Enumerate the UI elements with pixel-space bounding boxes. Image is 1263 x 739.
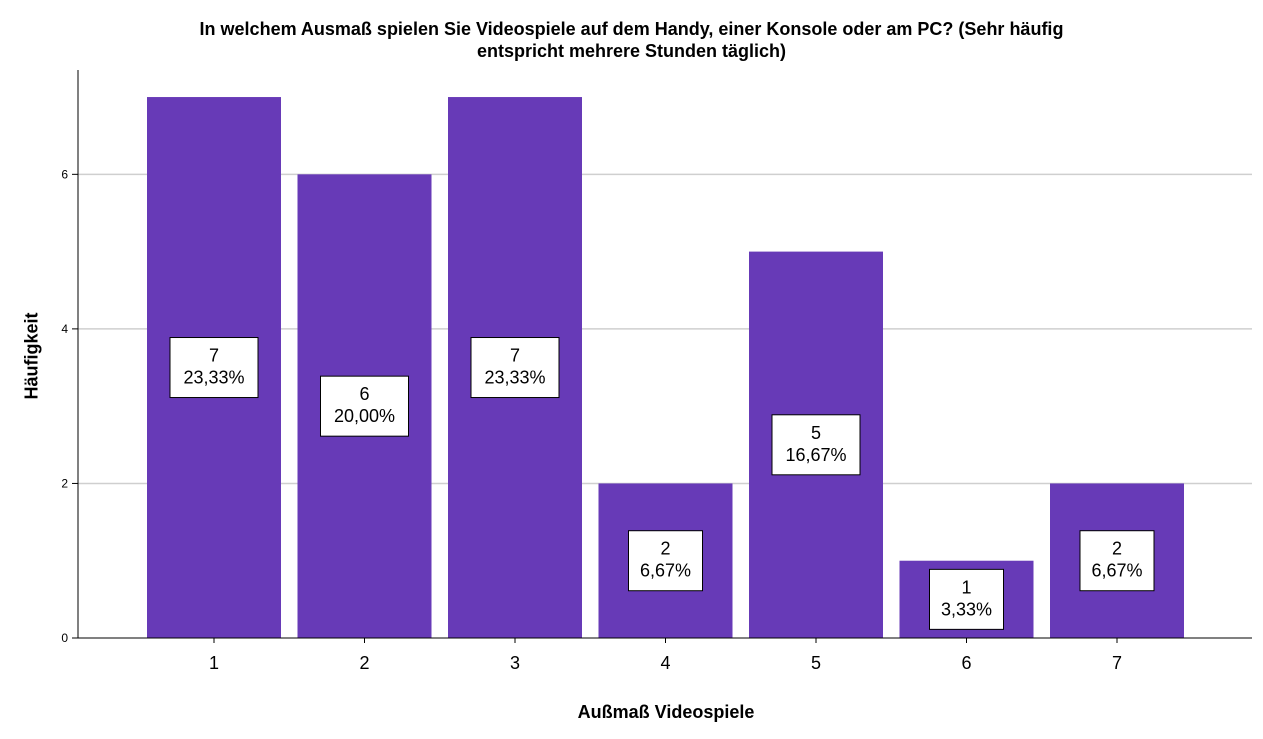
chart-title: In welchem Ausmaß spielen Sie Videospiel… xyxy=(0,18,1263,62)
data-label-percent: 23,33% xyxy=(484,368,545,388)
data-label-count: 1 xyxy=(961,577,971,597)
data-label-count: 2 xyxy=(660,539,670,559)
data-label-percent: 23,33% xyxy=(183,368,244,388)
x-tick-label: 2 xyxy=(359,653,369,673)
data-label-percent: 16,67% xyxy=(785,445,846,465)
x-axis-title: Außmaß Videospiele xyxy=(577,702,755,722)
x-tick-label: 6 xyxy=(961,653,971,673)
data-label-count: 2 xyxy=(1112,539,1122,559)
data-label-box xyxy=(169,337,259,399)
data-label-box xyxy=(628,530,703,592)
data-label-percent: 6,67% xyxy=(1091,561,1142,581)
y-tick-label: 6 xyxy=(61,167,68,181)
data-label-count: 7 xyxy=(209,346,219,366)
chart-title-line-2: entspricht mehrere Stunden täglich) xyxy=(476,41,787,61)
x-tick-label: 3 xyxy=(510,653,520,673)
data-label-count: 6 xyxy=(359,384,369,404)
data-label-box xyxy=(929,568,1004,630)
chart-title-line-1: In welchem Ausmaß spielen Sie Videospiel… xyxy=(199,19,1064,39)
y-tick-label: 0 xyxy=(61,631,68,645)
data-label-box xyxy=(771,414,861,476)
x-tick-label: 7 xyxy=(1112,653,1122,673)
data-label-percent: 3,33% xyxy=(941,599,992,619)
data-label-percent: 20,00% xyxy=(334,406,395,426)
data-label-box xyxy=(1079,530,1155,592)
data-label-percent: 6,67% xyxy=(640,561,691,581)
data-label-box xyxy=(320,375,409,437)
y-tick-label: 2 xyxy=(61,476,68,490)
x-tick-label: 5 xyxy=(811,653,821,673)
data-label-count: 7 xyxy=(510,346,520,366)
y-tick-label: 4 xyxy=(61,322,68,336)
x-tick-label: 1 xyxy=(209,653,219,673)
x-tick-label: 4 xyxy=(660,653,670,673)
data-label-box xyxy=(470,337,560,399)
data-label-count: 5 xyxy=(811,423,821,443)
